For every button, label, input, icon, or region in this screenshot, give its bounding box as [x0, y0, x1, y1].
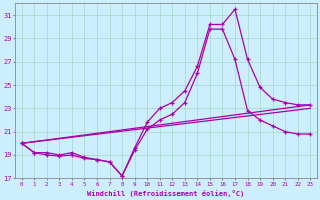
X-axis label: Windchill (Refroidissement éolien,°C): Windchill (Refroidissement éolien,°C) — [87, 190, 244, 197]
